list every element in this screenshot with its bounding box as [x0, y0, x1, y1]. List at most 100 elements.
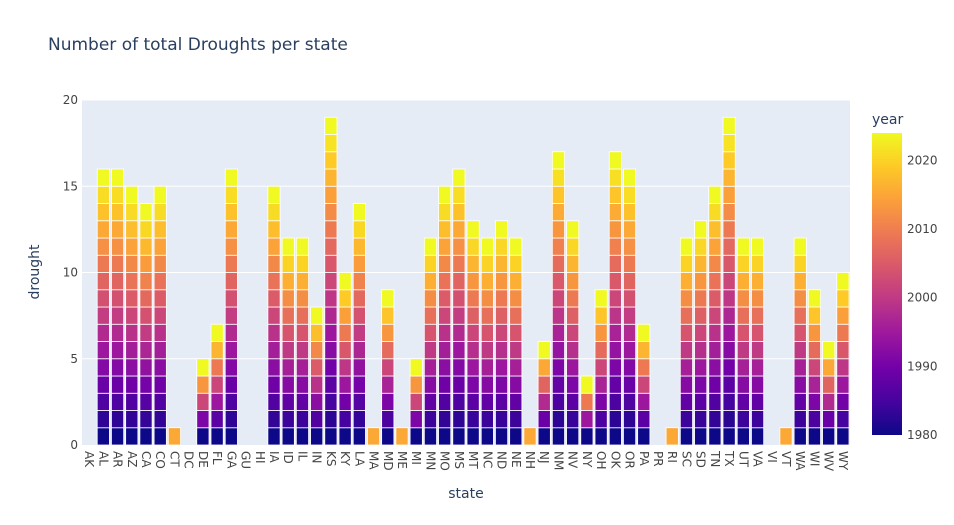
bar-segment	[125, 289, 139, 308]
bar-segment	[608, 168, 622, 187]
bar-segment	[466, 375, 480, 394]
bar-segment	[736, 358, 750, 377]
bar-segment	[566, 220, 580, 239]
bar-segment	[267, 375, 281, 394]
bar-segment	[125, 341, 139, 360]
bar-segment	[608, 272, 622, 291]
bar-segment	[509, 358, 523, 377]
bar-segment	[822, 358, 836, 377]
bar-MS	[452, 168, 466, 446]
chart-title: Number of total Droughts per state	[48, 35, 348, 55]
bar-segment	[551, 392, 565, 411]
bar-segment	[423, 375, 437, 394]
bar-segment	[793, 358, 807, 377]
bar-segment	[722, 341, 736, 360]
bar-segment	[96, 323, 110, 342]
bar-segment	[452, 289, 466, 308]
bar-segment	[438, 341, 452, 360]
x-tick-label: DE	[196, 451, 210, 468]
bar-segment	[751, 358, 765, 377]
bar-segment	[694, 375, 708, 394]
bar-segment	[153, 392, 167, 411]
bar-segment	[267, 272, 281, 291]
bar-segment	[224, 410, 238, 429]
bar-segment	[324, 134, 338, 153]
bar-segment	[836, 392, 850, 411]
bar-segment	[267, 237, 281, 256]
bar-segment	[708, 185, 722, 204]
bar-segment	[438, 185, 452, 204]
bar-segment	[96, 203, 110, 222]
x-tick-label: KY	[338, 451, 352, 466]
bar-segment	[537, 410, 551, 429]
bar-segment	[480, 358, 494, 377]
bar-IN	[310, 306, 324, 446]
x-tick-label: TN	[708, 450, 722, 467]
bar-segment	[324, 358, 338, 377]
colorbar	[872, 133, 902, 435]
bar-DE	[196, 358, 210, 446]
bar-segment	[310, 427, 324, 446]
bar-segment	[324, 306, 338, 325]
bar-segment	[210, 375, 224, 394]
bar-segment	[267, 358, 281, 377]
bar-segment	[153, 358, 167, 377]
bar-segment	[566, 254, 580, 273]
bar-segment	[267, 289, 281, 308]
bar-segment	[281, 392, 295, 411]
bar-segment	[679, 323, 693, 342]
bar-segment	[338, 341, 352, 360]
bar-segment	[224, 427, 238, 446]
colorbar-tick-label: 1990	[907, 359, 938, 373]
bar-segment	[452, 237, 466, 256]
bar-segment	[267, 220, 281, 239]
bar-segment	[267, 341, 281, 360]
bar-segment	[537, 358, 551, 377]
bar-segment	[722, 323, 736, 342]
bar-segment	[210, 323, 224, 342]
bar-segment	[224, 168, 238, 187]
bar-segment	[153, 185, 167, 204]
bar-segment	[566, 272, 580, 291]
bar-segment	[139, 237, 153, 256]
bar-segment	[438, 272, 452, 291]
bar-segment	[836, 323, 850, 342]
bar-segment	[608, 306, 622, 325]
y-tick-label: 5	[70, 352, 78, 366]
x-tick-label: AR	[111, 451, 125, 468]
bar-segment	[679, 392, 693, 411]
bar-segment	[509, 254, 523, 273]
bar-segment	[694, 410, 708, 429]
bar-segment	[751, 289, 765, 308]
bar-segment	[807, 427, 821, 446]
bar-segment	[551, 272, 565, 291]
bar-segment	[438, 220, 452, 239]
bar-segment	[736, 341, 750, 360]
bar-ND	[495, 220, 509, 446]
bar-segment	[836, 272, 850, 291]
bar-segment	[210, 392, 224, 411]
bar-segment	[694, 392, 708, 411]
bar-segment	[722, 237, 736, 256]
bar-IL	[295, 237, 309, 446]
y-tick-label: 10	[63, 266, 78, 280]
bar-segment	[338, 358, 352, 377]
bar-segment	[224, 306, 238, 325]
bar-segment	[623, 323, 637, 342]
bar-segment	[196, 375, 210, 394]
bar-segment	[722, 358, 736, 377]
bar-segment	[438, 306, 452, 325]
x-tick-label: MI	[409, 451, 423, 465]
bar-segment	[352, 306, 366, 325]
bar-segment	[452, 341, 466, 360]
bar-NE	[509, 237, 523, 446]
bar-segment	[224, 185, 238, 204]
bar-segment	[352, 358, 366, 377]
x-tick-label: NY	[580, 451, 594, 468]
bar-segment	[466, 254, 480, 273]
bar-segment	[594, 427, 608, 446]
bar-segment	[637, 392, 651, 411]
bar-segment	[608, 151, 622, 170]
bar-segment	[281, 375, 295, 394]
bar-segment	[96, 289, 110, 308]
